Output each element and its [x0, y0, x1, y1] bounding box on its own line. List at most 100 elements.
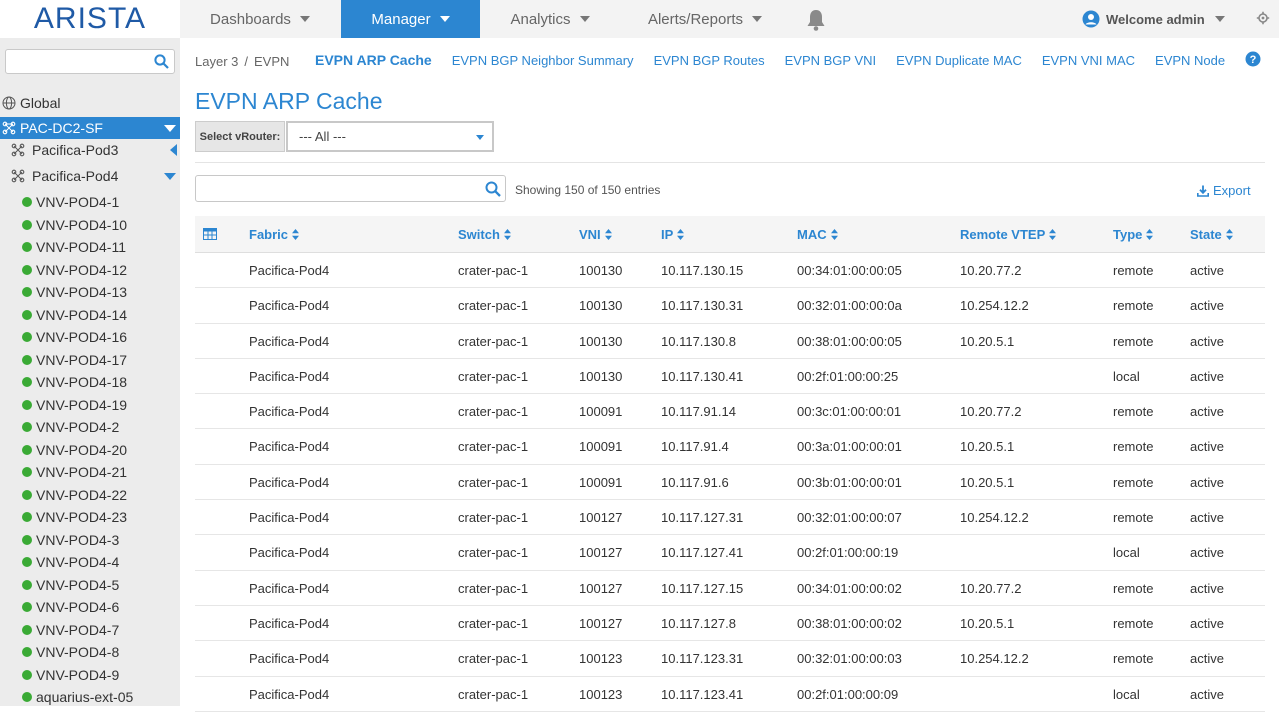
cell-mac: 00:2f:01:00:00:09 — [797, 686, 899, 702]
table-row[interactable]: Pacifica-Pod4 crater-pac-1 100091 10.117.91… — [195, 465, 1265, 501]
column-header-type[interactable]: Type — [1113, 216, 1154, 253]
column-header-vni[interactable]: VNI — [579, 216, 612, 253]
sort-icon[interactable] — [292, 229, 300, 240]
fabric-icon — [2, 121, 16, 135]
sidebar-item-vnv[interactable]: VNV-POD4-20 — [0, 439, 180, 461]
sidebar-item-label: PAC-DC2-SF — [20, 120, 103, 136]
collapse-left-icon[interactable] — [170, 144, 177, 156]
column-header-switch[interactable]: Switch — [458, 216, 511, 253]
user-menu[interactable]: Welcome admin — [1082, 0, 1225, 38]
nav-manager[interactable]: Manager — [341, 0, 480, 38]
sidebar-item-site[interactable]: PAC-DC2-SF — [0, 117, 180, 139]
sidebar-item-label: VNV-POD4-6 — [36, 599, 120, 615]
vrouter-select-value: --- All --- — [299, 129, 346, 144]
sidebar-item-vnv[interactable]: VNV-POD4-18 — [0, 371, 180, 393]
sidebar-item-vnv[interactable]: VNV-POD4-22 — [0, 484, 180, 506]
status-dot-icon — [22, 377, 32, 387]
search-icon[interactable] — [154, 54, 169, 69]
column-header-state[interactable]: State — [1190, 216, 1233, 253]
sidebar-item-vnv[interactable]: VNV-POD4-21 — [0, 461, 180, 483]
table-header: Fabric Switch VNI IP MAC Remote VTEP Type State — [195, 216, 1265, 253]
tab-evpn-arp-cache[interactable]: EVPN ARP Cache — [315, 52, 432, 68]
sidebar-item-vnv[interactable]: VNV-POD4-7 — [0, 619, 180, 641]
table-row[interactable]: Pacifica-Pod4 crater-pac-1 100130 10.117.13… — [195, 359, 1265, 395]
nav-alerts-reports[interactable]: Alerts/Reports — [620, 0, 790, 38]
table-row[interactable]: Pacifica-Pod4 crater-pac-1 100123 10.117.12… — [195, 641, 1265, 677]
help-icon[interactable]: ? — [1245, 51, 1261, 67]
table-row[interactable]: Pacifica-Pod4 crater-pac-1 100127 10.117.12… — [195, 606, 1265, 642]
sidebar-item-vnv[interactable]: VNV-POD4-1 — [0, 191, 180, 213]
table-row[interactable]: Pacifica-Pod4 crater-pac-1 100091 10.117.91… — [195, 429, 1265, 465]
sidebar-item-vnv[interactable]: VNV-POD4-14 — [0, 304, 180, 326]
breadcrumb-evpn[interactable]: EVPN — [254, 53, 290, 69]
sort-icon[interactable] — [1146, 229, 1154, 240]
bell-icon[interactable] — [806, 9, 826, 31]
sidebar-item-vnv[interactable]: VNV-POD4-3 — [0, 529, 180, 551]
expand-down-icon[interactable] — [164, 173, 176, 180]
sidebar-item-label: VNV-POD4-17 — [36, 351, 128, 368]
search-icon[interactable] — [485, 181, 501, 197]
status-dot-icon — [22, 197, 32, 207]
sidebar-item-label: Pacifica-Pod3 — [32, 142, 119, 158]
nav-dashboards[interactable]: Dashboards — [180, 0, 340, 38]
sidebar-item-vnv[interactable]: aquarius-ext-05 — [0, 686, 180, 706]
status-dot-icon — [22, 309, 32, 320]
sidebar-item-vnv[interactable]: VNV-POD4-19 — [0, 394, 180, 416]
sidebar-item-vnv[interactable]: VNV-POD4-5 — [0, 574, 180, 596]
column-header-mac[interactable]: MAC — [797, 216, 838, 253]
sidebar-item-vnv[interactable]: VNV-POD4-23 — [0, 506, 180, 528]
table-row[interactable]: Pacifica-Pod4 crater-pac-1 100130 10.117.13… — [195, 288, 1265, 324]
sidebar-item-vnv[interactable]: VNV-POD4-12 — [0, 259, 180, 281]
sidebar-item-label: VNV-POD4-21 — [36, 464, 128, 480]
sidebar-item-vnv[interactable]: VNV-POD4-16 — [0, 326, 180, 348]
nav-analytics[interactable]: Analytics — [480, 0, 620, 38]
sidebar-item-vnv[interactable]: VNV-POD4-4 — [0, 551, 180, 573]
table-row[interactable]: Pacifica-Pod4 crater-pac-1 100130 10.117.13… — [195, 324, 1265, 359]
column-header-ip[interactable]: IP — [661, 216, 685, 253]
gear-icon[interactable] — [1256, 11, 1270, 25]
sidebar-item-pod[interactable]: Pacifica-Pod4 — [0, 165, 180, 187]
vrouter-select[interactable]: --- All --- — [286, 121, 494, 152]
sidebar-item-pod[interactable]: Pacifica-Pod3 — [0, 139, 180, 161]
status-dot-icon — [22, 444, 32, 455]
tab-evpn-bgp-neighbor-summary[interactable]: EVPN BGP Neighbor Summary — [451, 52, 634, 68]
expand-down-icon[interactable] — [164, 125, 176, 132]
column-header-fabric[interactable]: Fabric — [249, 216, 300, 253]
cell-state: active — [1190, 368, 1224, 384]
sidebar-item-global[interactable]: Global — [0, 92, 180, 114]
table-row[interactable]: Pacifica-Pod4 crater-pac-1 100127 10.117.12… — [195, 535, 1265, 571]
sidebar-item-vnv[interactable]: VNV-POD4-17 — [0, 349, 180, 371]
arista-logo[interactable]: ARISTA — [0, 0, 180, 38]
cell-state: active — [1190, 298, 1224, 314]
table-row[interactable]: Pacifica-Pod4 crater-pac-1 100130 10.117.13… — [195, 253, 1265, 289]
tab-evpn-bgp-vni[interactable]: EVPN BGP VNI — [784, 52, 877, 68]
sidebar-item-vnv[interactable]: VNV-POD4-9 — [0, 664, 180, 686]
sort-icon[interactable] — [503, 229, 511, 240]
tab-evpn-bgp-routes[interactable]: EVPN BGP Routes — [653, 52, 765, 68]
sidebar-item-vnv[interactable]: VNV-POD4-10 — [0, 214, 180, 236]
sort-icon[interactable] — [1225, 229, 1233, 240]
breadcrumb-layer3[interactable]: Layer 3 — [195, 53, 239, 69]
sidebar-item-vnv[interactable]: VNV-POD4-13 — [0, 281, 180, 303]
table-row[interactable]: Pacifica-Pod4 crater-pac-1 100127 10.117.12… — [195, 571, 1265, 606]
sidebar-search-input[interactable] — [5, 49, 175, 74]
sort-icon[interactable] — [1049, 229, 1057, 240]
table-search-input[interactable] — [195, 175, 506, 202]
table-row[interactable]: Pacifica-Pod4 crater-pac-1 100123 10.117.12… — [195, 677, 1265, 712]
sidebar-item-vnv[interactable]: VNV-POD4-2 — [0, 416, 180, 438]
table-row[interactable]: Pacifica-Pod4 crater-pac-1 100127 10.117.12… — [195, 500, 1265, 536]
column-chooser-icon[interactable] — [203, 228, 217, 240]
sort-icon[interactable] — [830, 229, 838, 240]
column-header-remote-vtep[interactable]: Remote VTEP — [960, 216, 1057, 253]
tab-evpn-duplicate-mac[interactable]: EVPN Duplicate MAC — [896, 52, 1022, 68]
cell-fabric: Pacifica-Pod4 — [249, 651, 330, 667]
sidebar-item-vnv[interactable]: VNV-POD4-8 — [0, 641, 180, 663]
sidebar-item-vnv[interactable]: VNV-POD4-11 — [0, 236, 180, 258]
tab-evpn-vni-mac[interactable]: EVPN VNI MAC — [1041, 52, 1136, 68]
sidebar-item-vnv[interactable]: VNV-POD4-6 — [0, 596, 180, 618]
export-button[interactable]: Export — [1197, 183, 1251, 198]
table-row[interactable]: Pacifica-Pod4 crater-pac-1 100091 10.117.91… — [195, 394, 1265, 430]
sort-icon[interactable] — [677, 229, 685, 240]
sort-icon[interactable] — [604, 229, 612, 240]
tab-evpn-node[interactable]: EVPN Node — [1155, 52, 1226, 68]
